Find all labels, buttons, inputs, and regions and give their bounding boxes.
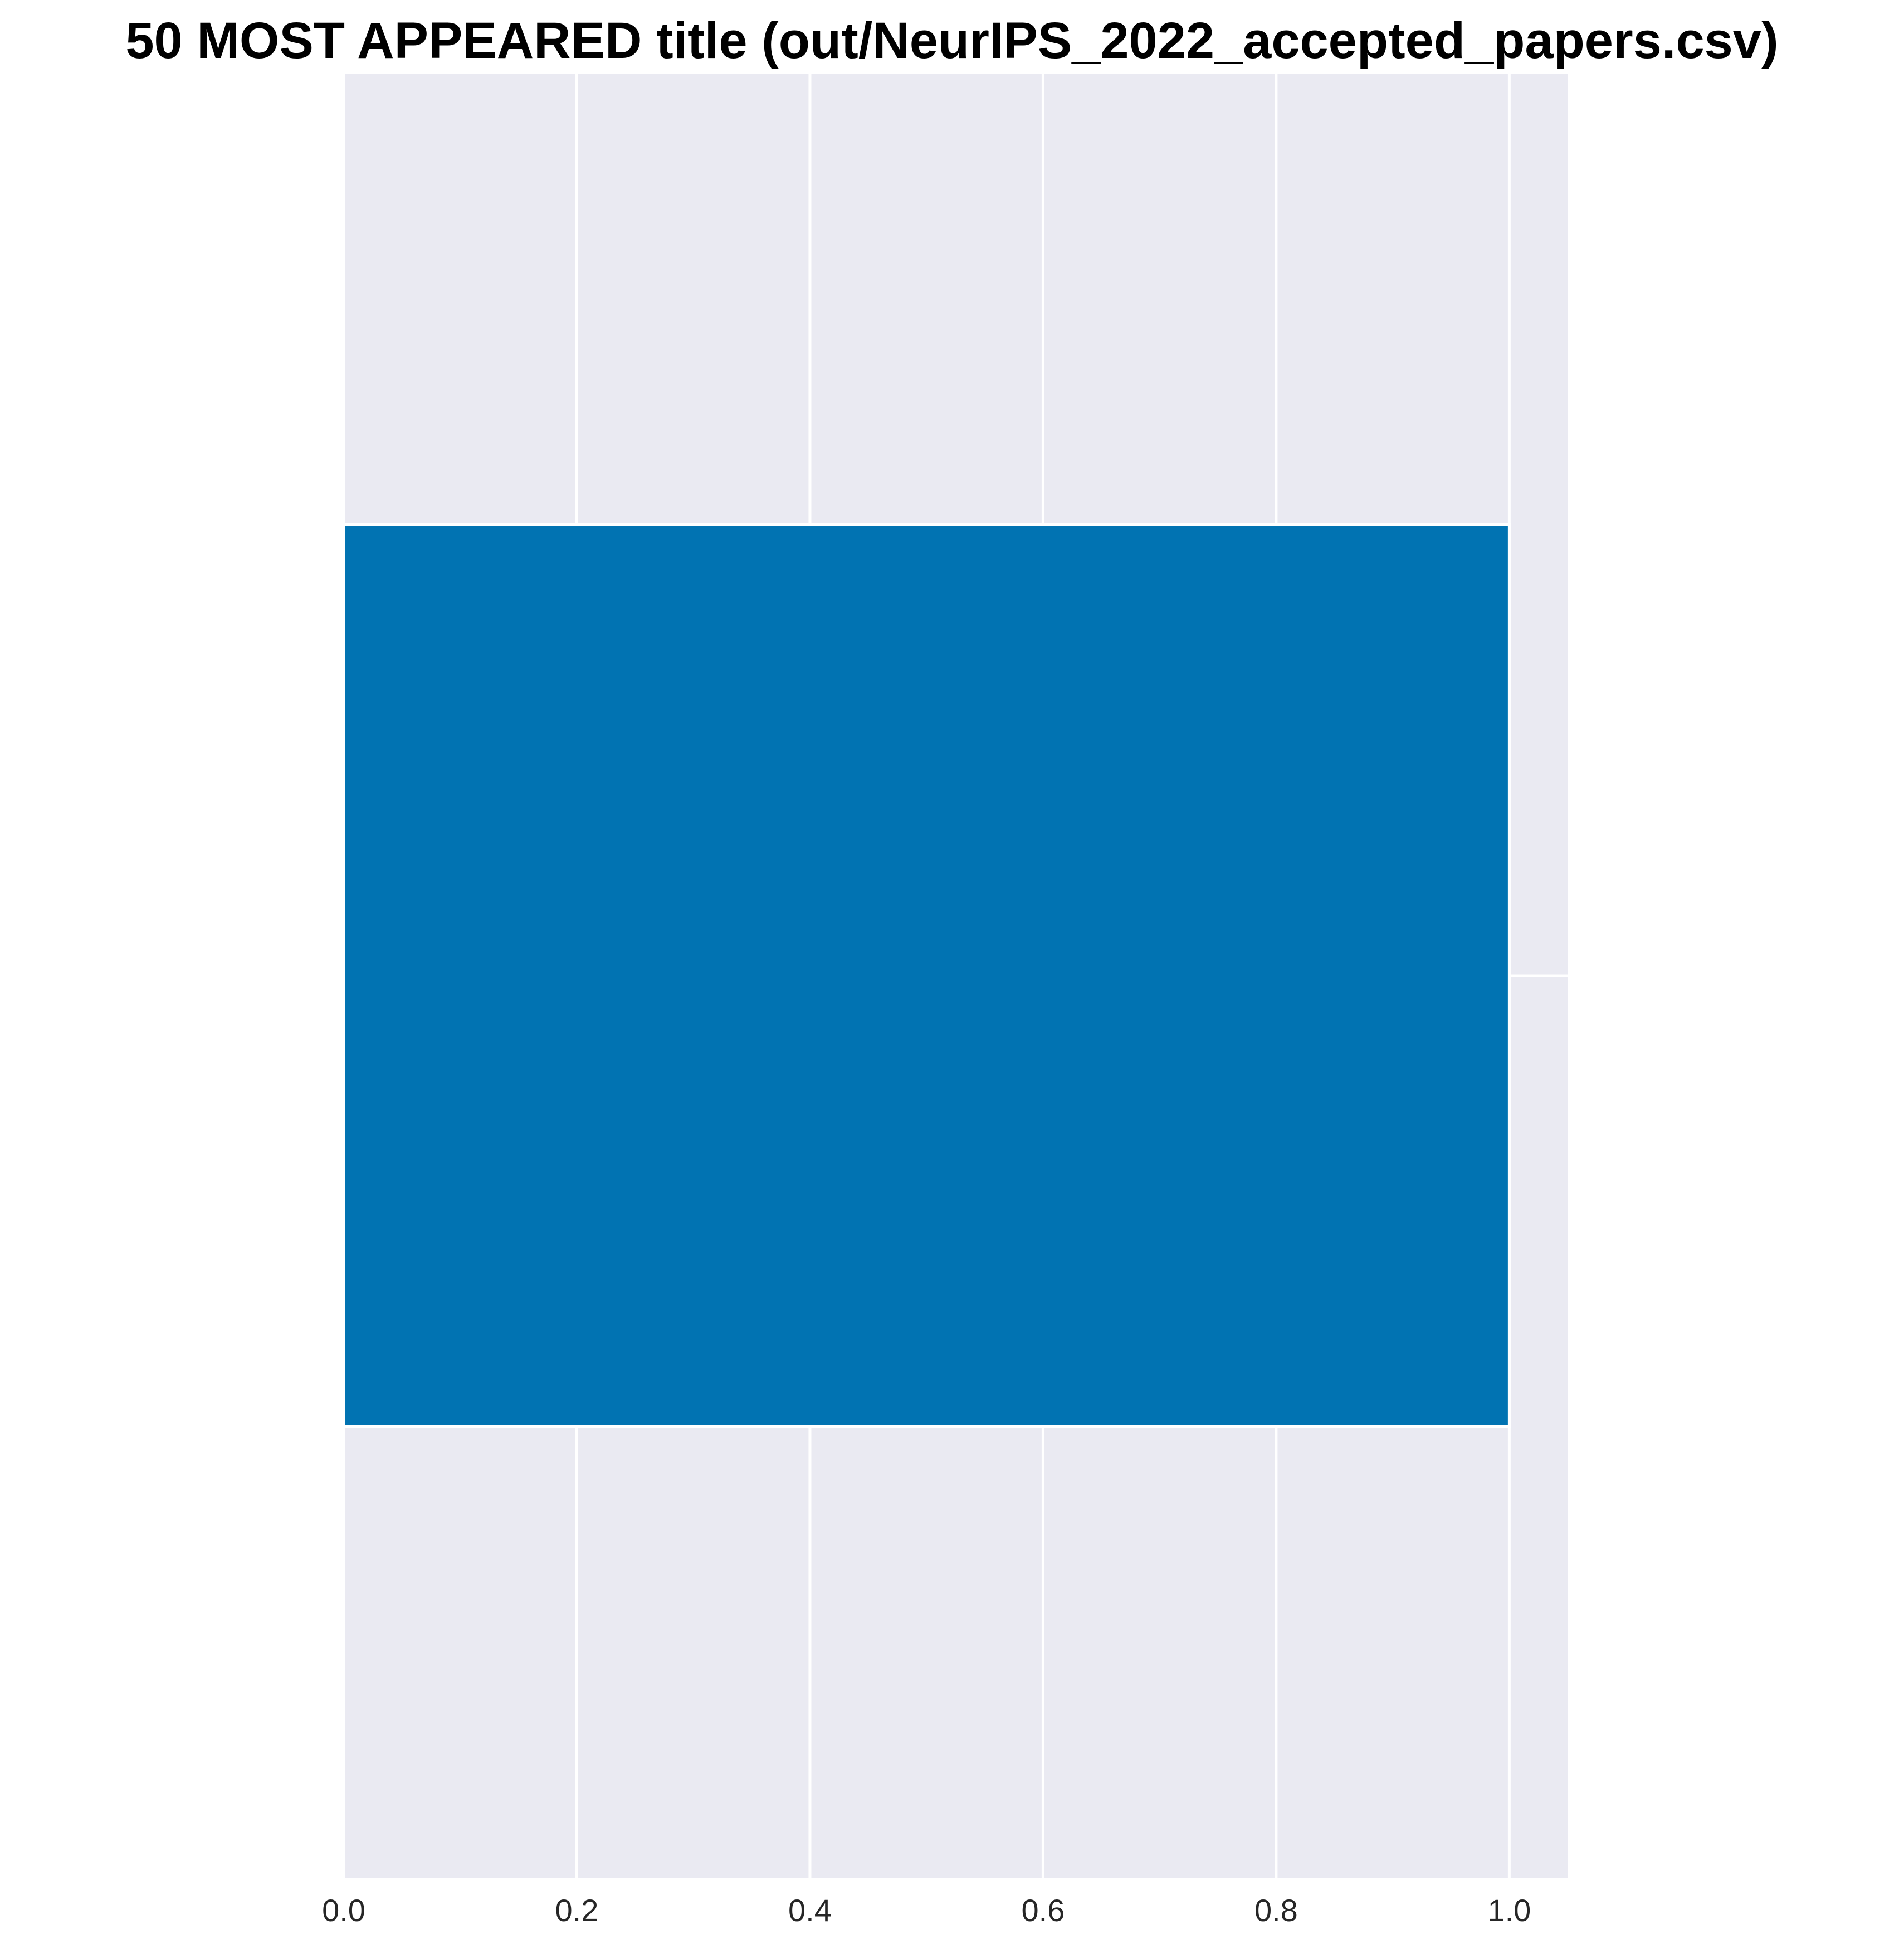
x-tick-label: 0.6 — [1021, 1893, 1065, 1928]
x-tick-label: 1.0 — [1487, 1893, 1531, 1928]
x-tick-labels: 0.0 0.2 0.4 0.6 0.8 1.0 — [322, 1893, 1531, 1928]
chart-title: 50 MOST APPEARED title (out/NeurIPS_2022… — [125, 12, 1779, 69]
bars — [342, 523, 1511, 1428]
x-tick-label: 0.2 — [555, 1893, 599, 1928]
x-tick-label: 0.8 — [1254, 1893, 1298, 1928]
bar — [342, 523, 1511, 1428]
x-tick-label: 0.4 — [788, 1893, 832, 1928]
x-tick-label: 0.0 — [322, 1893, 365, 1928]
